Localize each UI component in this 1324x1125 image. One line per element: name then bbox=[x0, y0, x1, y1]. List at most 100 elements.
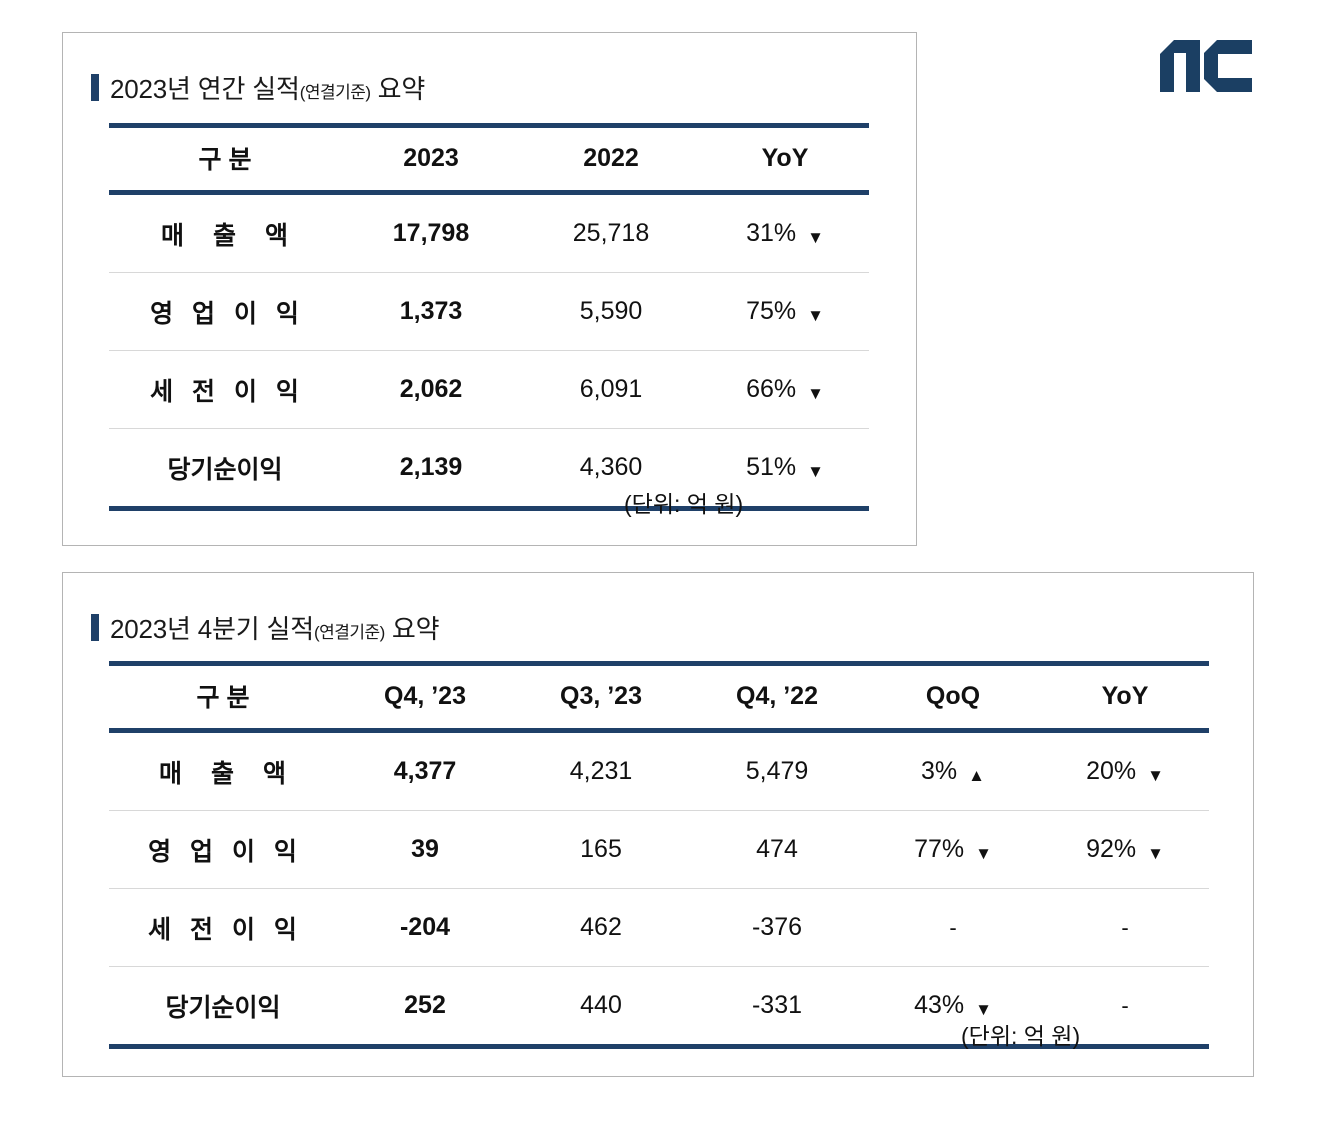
column-header-category: 구 분 bbox=[109, 123, 341, 195]
column-header-category: 구 분 bbox=[109, 661, 337, 733]
yoy-value: 31% bbox=[746, 219, 797, 247]
cell-revenue-q4-23: 4,377 bbox=[337, 730, 513, 811]
quarter-card-heading: 2023년 4분기 실적(연결기준) 요약 bbox=[91, 609, 440, 646]
cell-operating-profit-yoy: 75% ▼ bbox=[701, 272, 869, 351]
cell-net-income-yoy: 51% ▼ bbox=[701, 428, 869, 511]
cell-operating-profit-2023: 1,373 bbox=[341, 272, 521, 351]
column-header-q4-23: Q4, ’23 bbox=[337, 661, 513, 733]
table-row: 세 전 이 익 -204 462 -376 - - bbox=[109, 888, 1209, 967]
quarter-heading-sub: (연결기준) bbox=[313, 623, 385, 642]
cell-pretax-profit-q4-22: -376 bbox=[689, 888, 865, 967]
triangle-down-icon: ▼ bbox=[975, 844, 992, 863]
yoy-value: 20% bbox=[1086, 757, 1137, 785]
heading-accent-bar bbox=[91, 74, 99, 101]
cell-revenue-yoy: 31% ▼ bbox=[701, 192, 869, 273]
triangle-down-icon: ▼ bbox=[807, 306, 824, 325]
qoq-value: - bbox=[949, 915, 957, 940]
qoq-value: 3% bbox=[921, 757, 958, 785]
column-header-q3-23: Q3, ’23 bbox=[513, 661, 689, 733]
annual-heading-tail: 요약 bbox=[370, 74, 426, 104]
triangle-down-icon: ▼ bbox=[1147, 766, 1164, 785]
annual-summary-card: 2023년 연간 실적(연결기준) 요약 구 분 2023 2022 YoY 매… bbox=[62, 32, 917, 546]
cell-revenue-q4-22: 5,479 bbox=[689, 730, 865, 811]
cell-operating-profit-q4-23: 39 bbox=[337, 810, 513, 889]
cell-operating-profit-yoy: 92% ▼ bbox=[1041, 810, 1209, 889]
quarter-heading-text: 2023년 4분기 실적(연결기준) 요약 bbox=[110, 609, 440, 646]
row-label-revenue: 매 출 액 bbox=[109, 730, 337, 811]
table-header-row: 구 분 2023 2022 YoY bbox=[109, 123, 869, 195]
triangle-down-icon: ▼ bbox=[807, 462, 824, 481]
triangle-down-icon: ▼ bbox=[1147, 844, 1164, 863]
table-row: 영 업 이 익 1,373 5,590 75% ▼ bbox=[109, 272, 869, 351]
quarter-heading-tail: 요약 bbox=[384, 614, 440, 644]
triangle-down-icon: ▼ bbox=[807, 228, 824, 247]
triangle-up-icon: ▲ bbox=[968, 766, 985, 785]
row-label-pretax-profit: 세 전 이 익 bbox=[109, 888, 337, 967]
cell-pretax-profit-2022: 6,091 bbox=[521, 350, 701, 429]
triangle-down-icon: ▼ bbox=[807, 384, 824, 403]
yoy-value: - bbox=[1121, 993, 1129, 1018]
quarter-table-body: 매 출 액 4,377 4,231 5,479 3% ▲ 20% ▼ bbox=[109, 730, 1209, 1049]
column-header-qoq: QoQ bbox=[865, 661, 1041, 733]
column-header-yoy: YoY bbox=[1041, 661, 1209, 733]
cell-pretax-profit-q3-23: 462 bbox=[513, 888, 689, 967]
annual-unit-note: (단위: 억 원) bbox=[624, 491, 744, 517]
annual-financial-table: 구 분 2023 2022 YoY 매 출 액 17,798 25,718 31… bbox=[109, 123, 869, 511]
annual-heading-main: 2023년 연간 실적 bbox=[110, 74, 300, 104]
quarterly-financial-table: 구 분 Q4, ’23 Q3, ’23 Q4, ’22 QoQ YoY 매 출 … bbox=[109, 661, 1209, 1049]
row-label-revenue: 매 출 액 bbox=[109, 192, 341, 273]
cell-net-income-2022: 4,360 bbox=[521, 428, 701, 511]
yoy-value: 51% bbox=[746, 453, 797, 481]
quarter-table-header: 구 분 Q4, ’23 Q3, ’23 Q4, ’22 QoQ YoY bbox=[109, 661, 1209, 733]
column-header-2023: 2023 bbox=[341, 123, 521, 195]
cell-pretax-profit-qoq: - bbox=[865, 888, 1041, 967]
table-header-row: 구 분 Q4, ’23 Q3, ’23 Q4, ’22 QoQ YoY bbox=[109, 661, 1209, 733]
yoy-value: 66% bbox=[746, 375, 797, 403]
row-label-net-income: 당기순이익 bbox=[109, 428, 341, 511]
table-row: 영 업 이 익 39 165 474 77% ▼ 92% ▼ bbox=[109, 810, 1209, 889]
row-label-operating-profit: 영 업 이 익 bbox=[109, 810, 337, 889]
cell-net-income-q3-23: 440 bbox=[513, 966, 689, 1049]
annual-heading-text: 2023년 연간 실적(연결기준) 요약 bbox=[110, 69, 425, 106]
quarter-heading-main: 2023년 4분기 실적 bbox=[110, 614, 314, 644]
nc-logo bbox=[1160, 40, 1252, 92]
cell-revenue-qoq: 3% ▲ bbox=[865, 730, 1041, 811]
yoy-value: 92% bbox=[1086, 835, 1137, 863]
cell-revenue-2023: 17,798 bbox=[341, 192, 521, 273]
qoq-value: 43% bbox=[914, 991, 965, 1019]
yoy-value: 75% bbox=[746, 297, 797, 325]
column-header-q4-22: Q4, ’22 bbox=[689, 661, 865, 733]
annual-table-body: 매 출 액 17,798 25,718 31% ▼ 영 업 이 익 1,373 … bbox=[109, 192, 869, 511]
cell-net-income-qoq: 43% ▼ bbox=[865, 966, 1041, 1049]
cell-pretax-profit-q4-23: -204 bbox=[337, 888, 513, 967]
cell-net-income-2023: 2,139 bbox=[341, 428, 521, 511]
cell-pretax-profit-yoy: - bbox=[1041, 888, 1209, 967]
quarter-unit-note: (단위: 억 원) bbox=[961, 1023, 1081, 1049]
column-header-yoy: YoY bbox=[701, 123, 869, 195]
cell-operating-profit-2022: 5,590 bbox=[521, 272, 701, 351]
quarterly-summary-card: 2023년 4분기 실적(연결기준) 요약 구 분 Q4, ’23 Q3, ’2… bbox=[62, 572, 1254, 1077]
row-label-net-income: 당기순이익 bbox=[109, 966, 337, 1049]
table-row: 당기순이익 252 440 -331 43% ▼ - bbox=[109, 966, 1209, 1049]
table-row: 매 출 액 17,798 25,718 31% ▼ bbox=[109, 192, 869, 273]
cell-revenue-q3-23: 4,231 bbox=[513, 730, 689, 811]
cell-pretax-profit-yoy: 66% ▼ bbox=[701, 350, 869, 429]
cell-net-income-yoy: - bbox=[1041, 966, 1209, 1049]
annual-card-heading: 2023년 연간 실적(연결기준) 요약 bbox=[91, 69, 425, 106]
cell-operating-profit-q4-22: 474 bbox=[689, 810, 865, 889]
annual-heading-sub: (연결기준) bbox=[299, 83, 371, 102]
triangle-down-icon: ▼ bbox=[975, 1000, 992, 1019]
cell-operating-profit-qoq: 77% ▼ bbox=[865, 810, 1041, 889]
qoq-value: 77% bbox=[914, 835, 965, 863]
row-label-pretax-profit: 세 전 이 익 bbox=[109, 350, 341, 429]
cell-revenue-yoy: 20% ▼ bbox=[1041, 730, 1209, 811]
annual-table-header: 구 분 2023 2022 YoY bbox=[109, 123, 869, 195]
yoy-value: - bbox=[1121, 915, 1129, 940]
heading-accent-bar bbox=[91, 614, 99, 641]
cell-revenue-2022: 25,718 bbox=[521, 192, 701, 273]
column-header-2022: 2022 bbox=[521, 123, 701, 195]
cell-operating-profit-q3-23: 165 bbox=[513, 810, 689, 889]
table-row: 매 출 액 4,377 4,231 5,479 3% ▲ 20% ▼ bbox=[109, 730, 1209, 811]
cell-pretax-profit-2023: 2,062 bbox=[341, 350, 521, 429]
table-row: 당기순이익 2,139 4,360 51% ▼ bbox=[109, 428, 869, 511]
